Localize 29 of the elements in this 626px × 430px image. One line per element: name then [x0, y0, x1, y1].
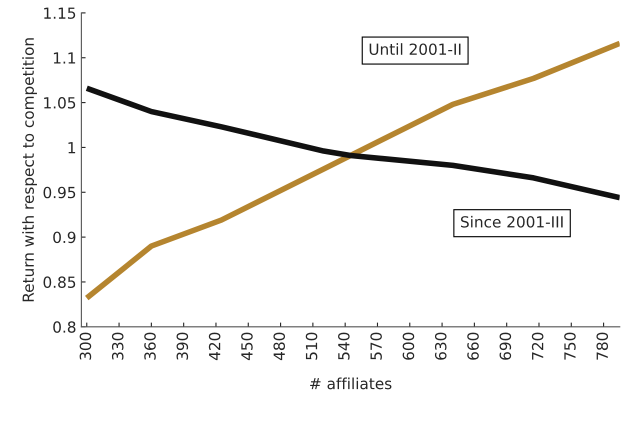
y-tick-label: 0.85: [44, 276, 76, 288]
x-tick-label: 570: [370, 332, 382, 360]
x-tick-label: 330: [112, 332, 124, 360]
x-tick-label: 540: [338, 332, 350, 360]
y-tick-label: 0.8: [53, 321, 76, 333]
x-tick-label: 510: [306, 332, 318, 360]
x-tick-label: 360: [144, 332, 156, 360]
x-tick-label: 690: [500, 332, 512, 360]
x-tick-label: 660: [467, 332, 479, 360]
text: Until 2001-II: [370, 43, 460, 55]
x-tick-label: 600: [402, 332, 414, 360]
series-label: Since 2001-III: [460, 216, 563, 228]
x-tick-label: 750: [564, 332, 576, 360]
y-tick-label: 0.95: [44, 186, 76, 198]
x-tick-label: 720: [532, 332, 544, 360]
x-tick-label: 780: [596, 332, 608, 360]
x-tick-label: 630: [434, 332, 447, 360]
y-tick-label: 1.05: [44, 97, 76, 109]
y-axis-title: Return with respect to competition: [22, 38, 37, 302]
y-tick-label: 1: [68, 142, 76, 154]
y-tick-label: 0.9: [53, 232, 76, 244]
x-tick-label: 390: [176, 332, 188, 360]
x-tick-label: 420: [208, 332, 220, 360]
y-tick-label: 1.1: [54, 52, 76, 64]
x-tick-label: 450: [241, 332, 253, 360]
x-tick-label: 480: [273, 332, 286, 360]
y-tick-label: 1.15: [44, 8, 76, 19]
x-axis-title: # affiliates: [310, 377, 392, 390]
x-tick-label: 300: [80, 332, 92, 360]
